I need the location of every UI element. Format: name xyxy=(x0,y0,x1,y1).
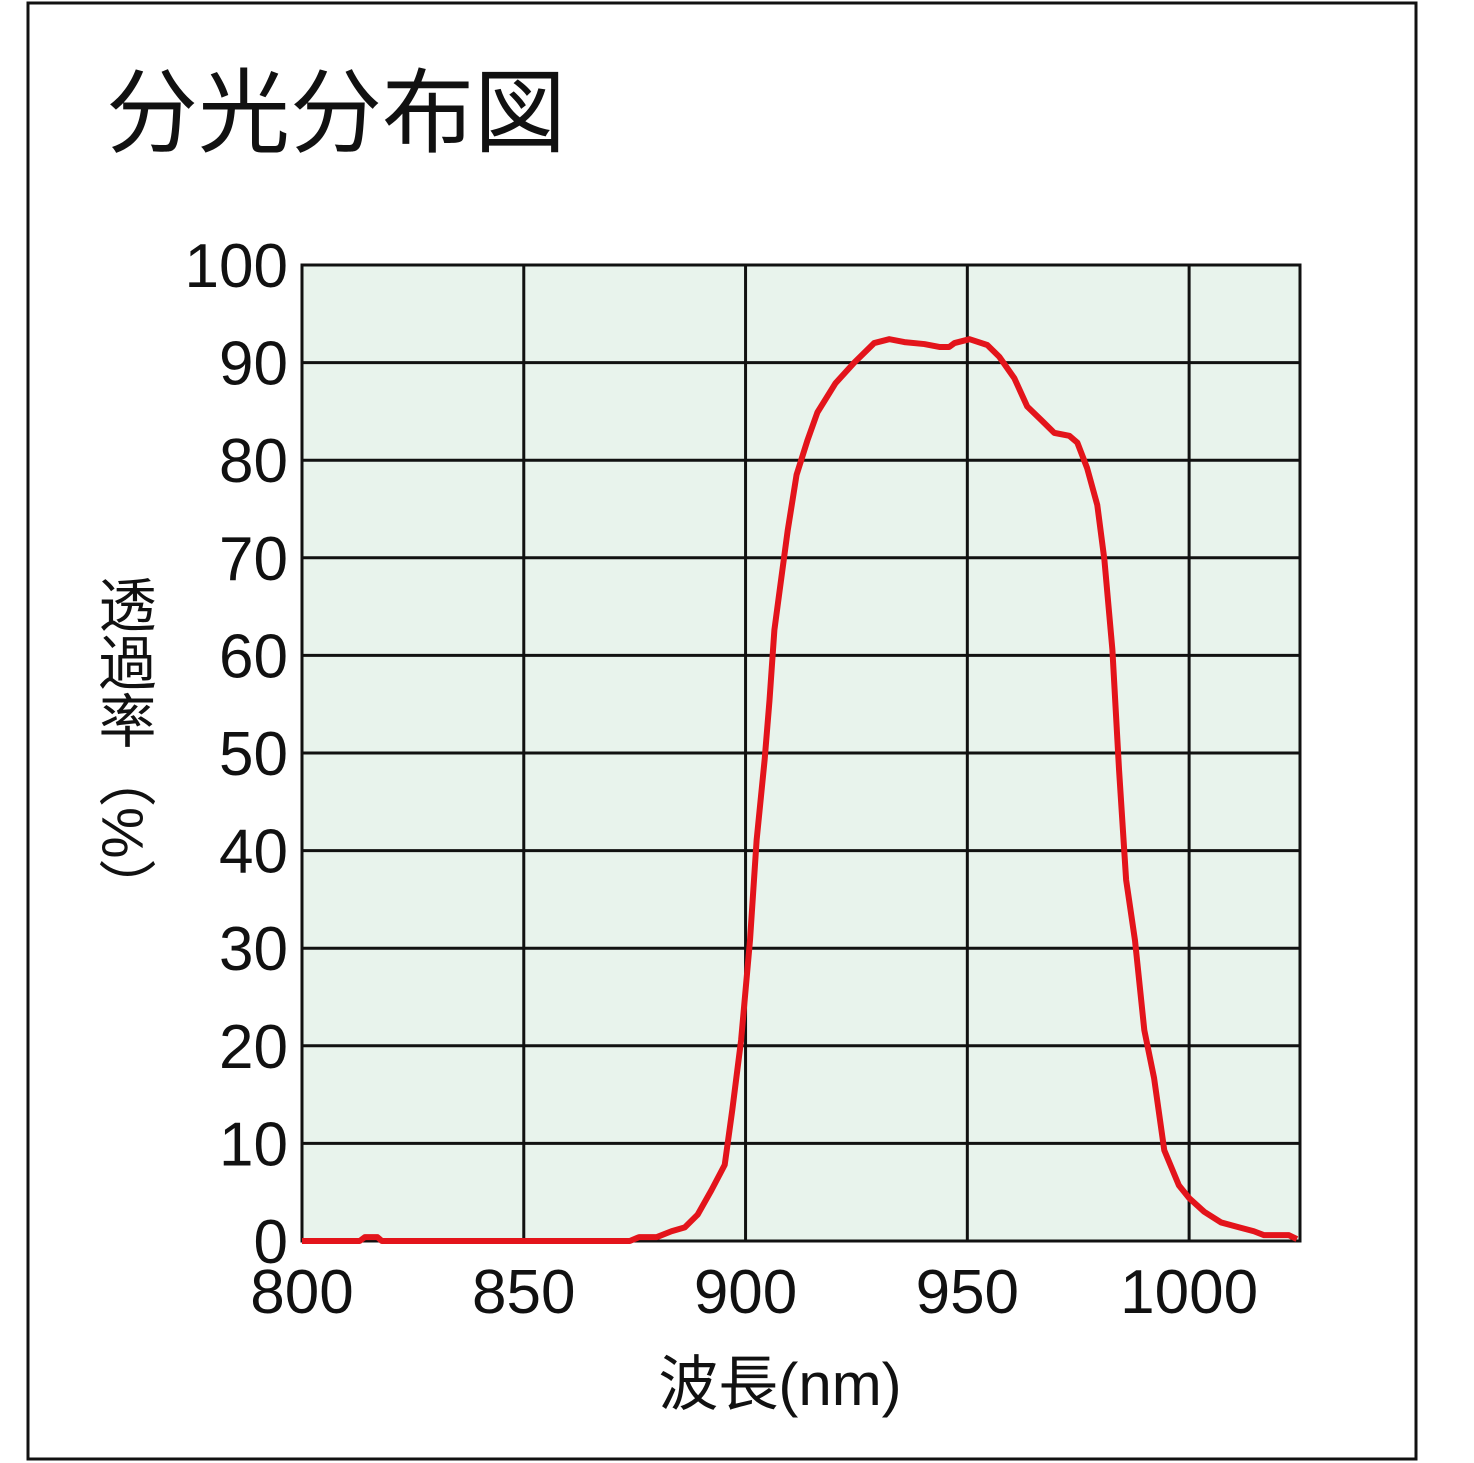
y-axis-label: 透過率（%） xyxy=(90,575,156,917)
x-tick-label: 950 xyxy=(916,1258,1019,1327)
x-tick-label: 1000 xyxy=(1120,1258,1258,1327)
y-tick-label: 10 xyxy=(219,1110,288,1179)
x-tick-label: 900 xyxy=(694,1258,797,1327)
chart-title: 分光分布図 xyxy=(106,63,566,165)
y-tick-label: 60 xyxy=(219,622,288,691)
y-tick-label: 0 xyxy=(254,1208,288,1277)
y-tick-label: 40 xyxy=(219,818,288,887)
y-tick-label: 50 xyxy=(219,720,288,789)
y-tick-label: 80 xyxy=(219,427,288,496)
x-axis-label: 波長(nm) xyxy=(658,1351,901,1418)
frame xyxy=(26,1,1418,1461)
data-line xyxy=(302,336,1299,1244)
x-tick-label: 850 xyxy=(472,1258,575,1327)
y-tick-label: 20 xyxy=(219,1013,288,1082)
plot-border xyxy=(300,263,1302,1243)
y-tick-label: 30 xyxy=(219,915,288,984)
y-tick-label: 100 xyxy=(185,232,288,301)
x-tick-label: 800 xyxy=(250,1258,353,1327)
y-tick-label: 70 xyxy=(219,525,288,594)
y-tick-label: 90 xyxy=(219,330,288,399)
